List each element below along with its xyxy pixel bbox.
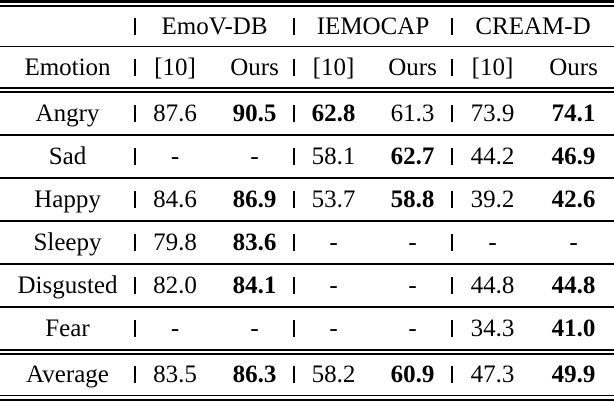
row-divider [0,263,614,265]
emotion-label: Angry [35,99,100,127]
value-cell: 61.3 [390,99,435,127]
table-row-disgusted: Disgusted 82.0 84.1 - - 44.8 44.8 [0,265,614,307]
value-cell: - [250,314,259,342]
value-cell: - [408,228,417,256]
emotion-label: Sad [48,142,87,170]
row-divider [0,220,614,222]
col-header-ours-cream-d: Ours [549,53,598,81]
col-group-cream-d: CREAM-D [451,14,614,39]
value-cell: 58.8 [390,185,435,213]
value-cell: 53.7 [293,187,373,212]
value-cell: - [408,314,417,342]
value-cell: 62.8 [293,101,373,126]
value-cell: 74.1 [551,99,596,127]
value-cell: 73.9 [451,101,533,126]
emotion-label: Average [26,361,109,388]
value-cell: - [293,316,373,341]
value-cell: 44.2 [451,144,533,169]
value-cell: 49.9 [551,361,596,388]
table-row-angry: Angry 87.6 90.5 62.8 61.3 73.9 74.1 [0,93,614,135]
value-cell: - [451,230,533,255]
group-header-row: EmoV-DB IEMOCAP CREAM-D [0,7,614,46]
top-double-rule [0,0,614,7]
value-cell: 87.6 [134,101,215,126]
value-cell: 39.2 [451,187,533,212]
subheader-row: Emotion [10] Ours [10] Ours [10] Ours [0,47,614,87]
value-cell: - [134,144,215,169]
emotion-label: Happy [34,185,101,213]
value-cell: - [408,271,417,299]
value-cell: 47.3 [451,362,533,387]
value-cell: 58.2 [293,362,373,387]
col-group-emov-db: EmoV-DB [134,14,294,39]
value-cell: - [134,316,215,341]
value-cell: 84.1 [232,271,277,299]
value-cell: 90.5 [232,99,277,127]
value-cell: 42.6 [551,185,596,213]
value-cell: 44.8 [451,273,533,298]
value-cell: 82.0 [134,273,215,298]
value-cell: 34.3 [451,316,533,341]
row-divider [0,177,614,179]
emotion-label: Sleepy [33,228,102,256]
value-cell: 84.6 [134,187,215,212]
value-cell: 41.0 [551,314,596,342]
col-header-ours-iemocap: Ours [388,53,437,81]
table-row-happy: Happy 84.6 86.9 53.7 58.8 39.2 42.6 [0,179,614,221]
row-divider [0,306,614,308]
col-header-ref-iemocap: [10] [293,55,373,80]
table-row-sad: Sad - - 58.1 62.7 44.2 46.9 [0,136,614,178]
header-divider [0,45,614,47]
col-header-ref-emov-db: [10] [134,55,215,80]
value-cell: - [293,230,373,255]
table-row-average: Average 83.5 86.3 58.2 60.9 47.3 49.9 [0,355,614,395]
value-cell: - [250,142,259,170]
value-cell: - [293,273,373,298]
value-cell: 83.6 [232,228,277,256]
average-double-rule [0,349,614,355]
row-divider [0,134,614,136]
col-header-ours-emov-db: Ours [230,53,279,81]
value-cell: 46.9 [551,142,596,170]
value-cell: 60.9 [390,361,435,388]
value-cell: 62.7 [390,142,435,170]
value-cell: 79.8 [134,230,215,255]
value-cell: 83.5 [134,362,215,387]
emotion-label: Disgusted [17,271,118,299]
table-row-sleepy: Sleepy 79.8 83.6 - - - - [0,222,614,264]
col-group-iemocap: IEMOCAP [293,14,452,39]
value-cell: 58.1 [293,144,373,169]
value-cell: 86.3 [232,361,277,388]
bottom-double-rule [0,394,614,401]
value-cell: 44.8 [551,271,596,299]
value-cell: 86.9 [232,185,277,213]
col-header-ref-cream-d: [10] [451,55,533,80]
subheader-double-rule [0,87,614,93]
emotion-label: Fear [45,314,90,342]
emotion-column-header: Emotion [24,53,111,81]
value-cell: - [569,228,578,256]
table-row-fear: Fear - - - - 34.3 41.0 [0,308,614,350]
